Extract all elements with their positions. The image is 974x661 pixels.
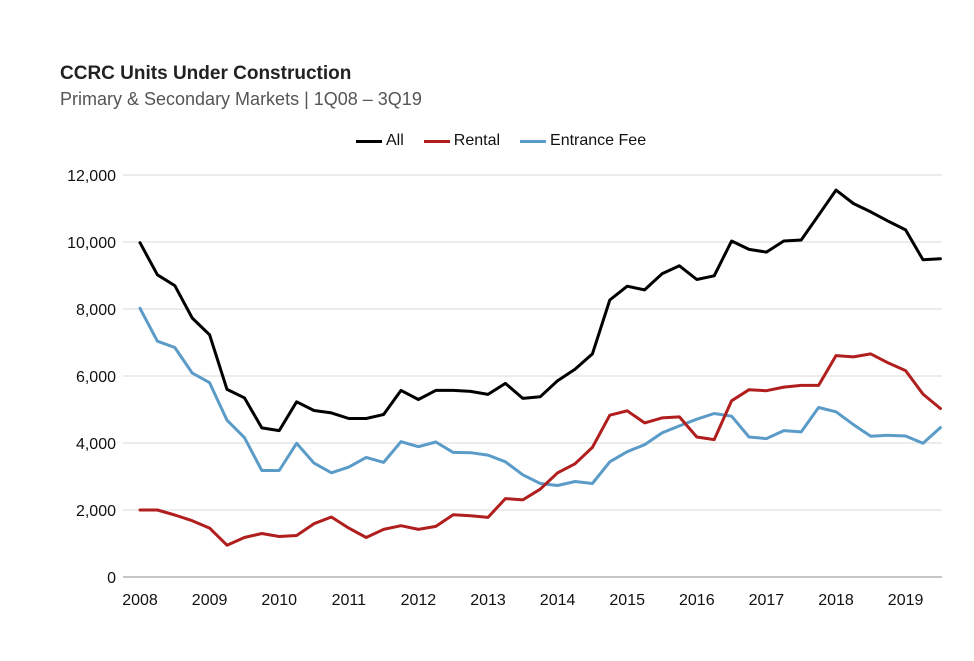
x-tick-label: 2009 [192,592,228,609]
series-line-rental [138,352,942,547]
x-tick-label: 2013 [470,592,506,609]
legend-swatch-all [356,139,382,143]
series-lines [138,188,942,547]
x-tick-label: 2012 [401,592,437,609]
x-tick-label: 2015 [609,592,645,609]
x-tick-label: 2010 [261,592,297,609]
y-tick-label: 12,000 [67,168,116,185]
x-tick-label: 2016 [679,592,715,609]
legend-label-entrance-fee: Entrance Fee [550,132,647,149]
y-tick-label: 10,000 [67,235,116,252]
legend-swatch-rental [423,139,450,143]
y-tick-label: 0 [107,570,116,587]
legend-swatch-entrance-fee [520,139,547,143]
legend-label-rental: Rental [453,132,501,149]
x-tick-label: 2014 [540,592,576,609]
legend-item-entrance-fee: Entrance Fee [520,132,646,150]
legend-item-rental: Rental [423,132,501,150]
x-tick-label: 2008 [122,592,158,609]
legend-label-all: All [386,132,404,149]
y-tick-label: 4,000 [76,436,116,453]
chart-subtitle: Primary & Secondary Markets | 1Q08 – 3Q1… [60,89,422,109]
y-tick-label: 6,000 [76,369,116,386]
x-tick-label: 2019 [888,592,924,609]
y-axis-ticks: 0 2,000 4,000 6,000 8,000 10,000 12,000 [67,168,116,587]
legend-item-all: All [356,132,404,150]
y-tick-label: 2,000 [76,503,116,520]
chart-legend: All Rental Entrance Fee [356,132,646,150]
x-tick-label: 2017 [749,592,785,609]
x-axis-ticks: 2008 2009 2010 2011 2012 2013 2014 2015 2016 2017… [122,592,923,609]
chart-title: CCRC Units Under Construction [60,63,352,84]
series-line-all [138,188,942,433]
series-line-entrance-fee [138,306,942,487]
gridlines [123,174,942,511]
x-tick-label: 2018 [818,592,854,609]
y-tick-label: 8,000 [76,302,116,319]
x-tick-label: 2011 [332,592,367,609]
